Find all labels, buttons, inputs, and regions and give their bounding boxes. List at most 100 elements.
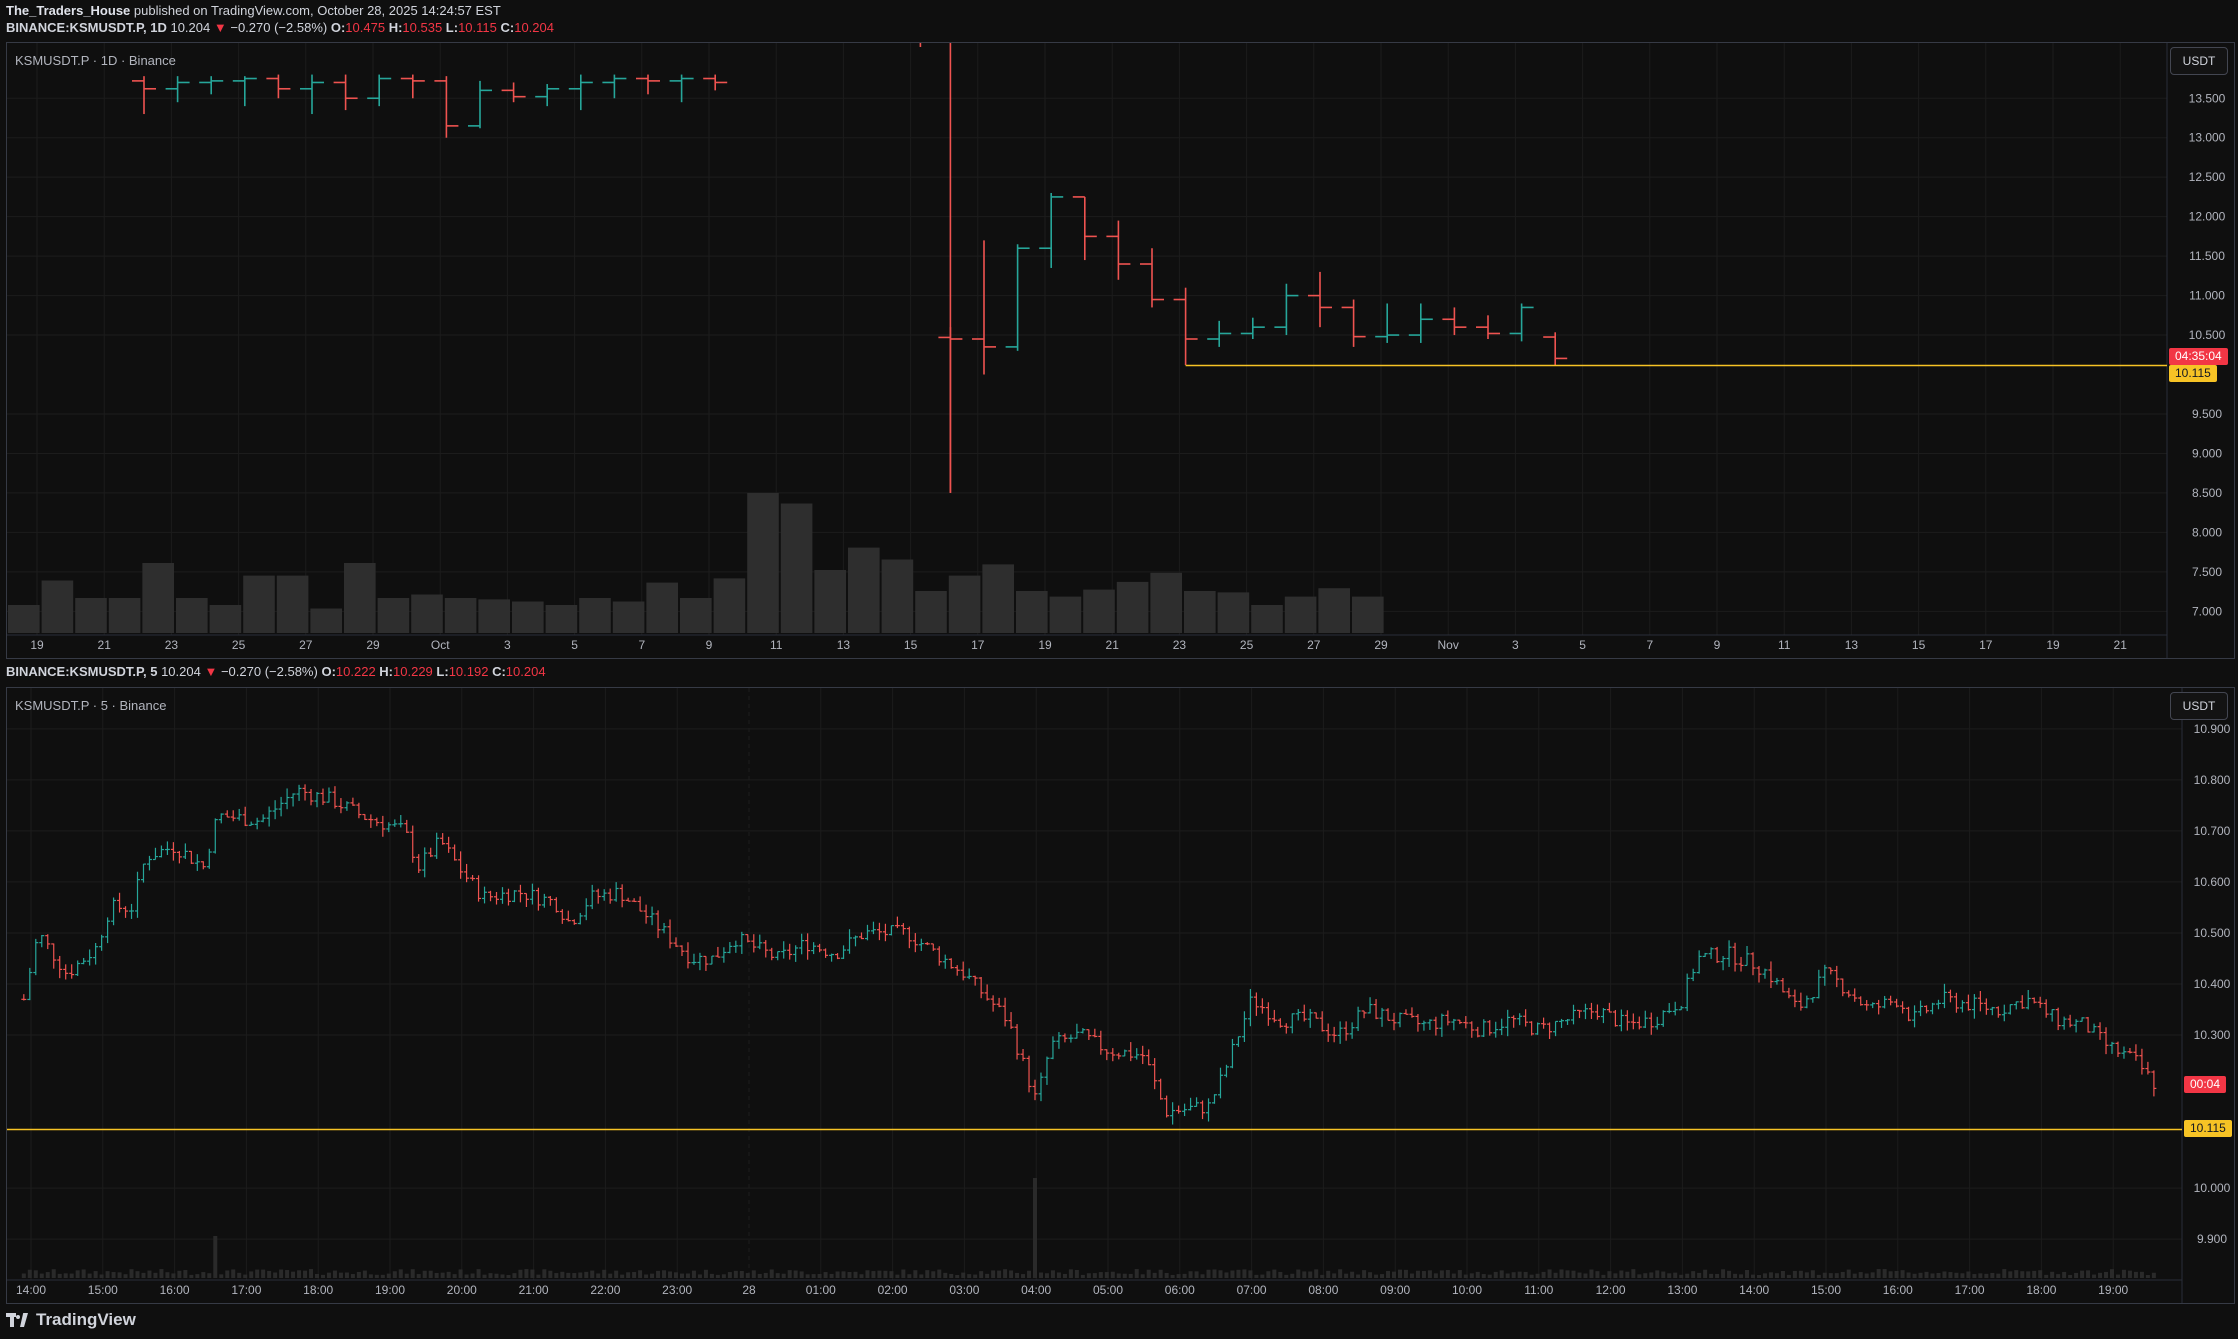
- price-tick-label: 10.500: [2194, 926, 2231, 940]
- ohlc-bar: [1457, 1019, 1463, 1025]
- price-tick-label: 13.000: [2189, 131, 2226, 145]
- volume-bar: [973, 1274, 978, 1278]
- daily-ohlc-chart[interactable]: 13.500 13.000 12.500 12.000 11.500 11.000 10.5…: [7, 43, 2234, 658]
- volume-bar: [1176, 1274, 1181, 1278]
- time-tick-label: 21:00: [519, 1283, 549, 1297]
- date-tick-label: 3: [504, 638, 511, 652]
- volume-bar: [1098, 1272, 1103, 1278]
- volume-bar: [967, 1274, 972, 1278]
- date-tick-label: Nov: [1438, 638, 1459, 652]
- volume-bar: [1356, 1274, 1361, 1278]
- volume-bar: [1266, 1271, 1271, 1278]
- ohlc-bar: [1476, 315, 1500, 339]
- ohlc-bar: [338, 798, 344, 814]
- volume-bar: [1673, 1272, 1678, 1278]
- volume-bar: [291, 1271, 296, 1278]
- ohlc-bar: [1834, 965, 1840, 988]
- volume-bar: [1721, 1269, 1726, 1278]
- volume-bar: [1942, 1271, 1947, 1278]
- volume-bar: [1469, 1273, 1474, 1278]
- ohlc-bar: [847, 929, 853, 954]
- ohlc-bar: [1235, 1036, 1241, 1047]
- time-tick-label: 15:00: [88, 1283, 118, 1297]
- ohlc-bar: [876, 922, 882, 941]
- ohlc-bar: [577, 912, 583, 925]
- volume-bar: [985, 1273, 990, 1278]
- date-tick-label: 21: [1106, 638, 1120, 652]
- volume-bar: [1296, 1269, 1301, 1278]
- volume-bar: [494, 1273, 499, 1278]
- currency-button-bottom[interactable]: USDT: [2170, 692, 2228, 720]
- ohlc-bar: [727, 942, 733, 954]
- volume-bar: [171, 1273, 176, 1278]
- volume-bar: [117, 1272, 122, 1278]
- volume-bar: [865, 1270, 870, 1278]
- volume-bar: [285, 1270, 290, 1278]
- volume-bar: [1050, 1270, 1055, 1278]
- ohlc-bar: [2127, 1047, 2133, 1054]
- volume-bar: [811, 1274, 816, 1278]
- volume-bar: [1386, 1270, 1391, 1278]
- ohlc-bar: [158, 845, 164, 858]
- date-tick-label: 13: [1845, 638, 1859, 652]
- ohlc-bar: [906, 926, 912, 949]
- volume-bar: [1858, 1272, 1863, 1278]
- daily-chart-pane[interactable]: 13.500 13.000 12.500 12.000 11.500 11.000 10.5…: [6, 42, 2235, 659]
- author-name[interactable]: The_Traders_House: [6, 3, 131, 18]
- ohlc-bar: [1319, 1011, 1325, 1032]
- volume-bar: [2110, 1269, 2115, 1278]
- ohlc-bar: [1517, 1013, 1523, 1026]
- ohlc-bar: [2091, 1023, 2097, 1033]
- volume-bar: [542, 1269, 547, 1278]
- volume-bar: [1625, 1271, 1630, 1278]
- date-tick-label: 7: [638, 638, 645, 652]
- ohlc-bar: [853, 935, 859, 947]
- price-tick-label: 7.000: [2192, 604, 2222, 618]
- tradingview-footer[interactable]: TradingView: [6, 1310, 136, 1330]
- volume-bar: [913, 1270, 918, 1278]
- ohlc-bar: [182, 843, 188, 860]
- currency-button-top[interactable]: USDT: [2170, 47, 2228, 75]
- volume-bar: [685, 1273, 690, 1278]
- ohlc-bar: [362, 813, 368, 821]
- volume-bar: [841, 1271, 846, 1278]
- intraday-ohlc-chart[interactable]: 10.900 10.800 10.700 10.600 10.500 10.400 10.3…: [7, 688, 2234, 1303]
- volume-bar: [500, 1274, 505, 1278]
- ohlc-bar: [87, 949, 93, 966]
- volume-bar: [787, 1270, 792, 1278]
- volume-bar: [1284, 596, 1317, 633]
- volume-bar: [1499, 1270, 1504, 1278]
- intraday-chart-pane[interactable]: 10.900 10.800 10.700 10.600 10.500 10.400 10.3…: [6, 687, 2235, 1304]
- ohlc-bar: [75, 960, 81, 976]
- ohlc-bar: [1421, 1020, 1427, 1031]
- price-tick-label: 11.500: [2189, 249, 2225, 263]
- ohlc-bar: [643, 904, 649, 924]
- ohlc-bar: [320, 788, 326, 806]
- volume-bar: [1033, 1178, 1038, 1278]
- volume-bar: [1697, 1272, 1702, 1278]
- ohlc-bar: [517, 884, 523, 903]
- volume-bar: [2038, 1270, 2043, 1278]
- volume-bar: [1840, 1271, 1845, 1278]
- date-tick-label: 11: [770, 638, 783, 652]
- volume-bar: [422, 1270, 427, 1278]
- date-tick-label: 25: [1240, 638, 1254, 652]
- ohlc-bar: [1594, 1004, 1600, 1020]
- ohlc-bar: [1654, 1016, 1660, 1030]
- ohlc-bar: [864, 924, 870, 941]
- volume-bar: [1194, 1271, 1199, 1278]
- ohlc-bar: [1188, 1097, 1194, 1111]
- ohlc-bar: [266, 74, 291, 99]
- bottom-symbol[interactable]: BINANCE:KSMUSDT.P, 5: [6, 664, 158, 679]
- volume-bar: [219, 1274, 224, 1278]
- volume-bar: [464, 1274, 469, 1278]
- ohlc-bar: [1375, 303, 1400, 343]
- volume-bar: [1984, 1273, 1989, 1278]
- ohlc-bar: [568, 74, 593, 111]
- volume-bar: [147, 1270, 152, 1278]
- price-tick-label: 9.000: [2192, 446, 2222, 460]
- ohlc-bar: [272, 800, 278, 820]
- ohlc-bar: [135, 871, 141, 918]
- ohlc-bar: [1571, 1004, 1577, 1025]
- top-symbol[interactable]: BINANCE:KSMUSDT.P, 1D: [6, 20, 167, 35]
